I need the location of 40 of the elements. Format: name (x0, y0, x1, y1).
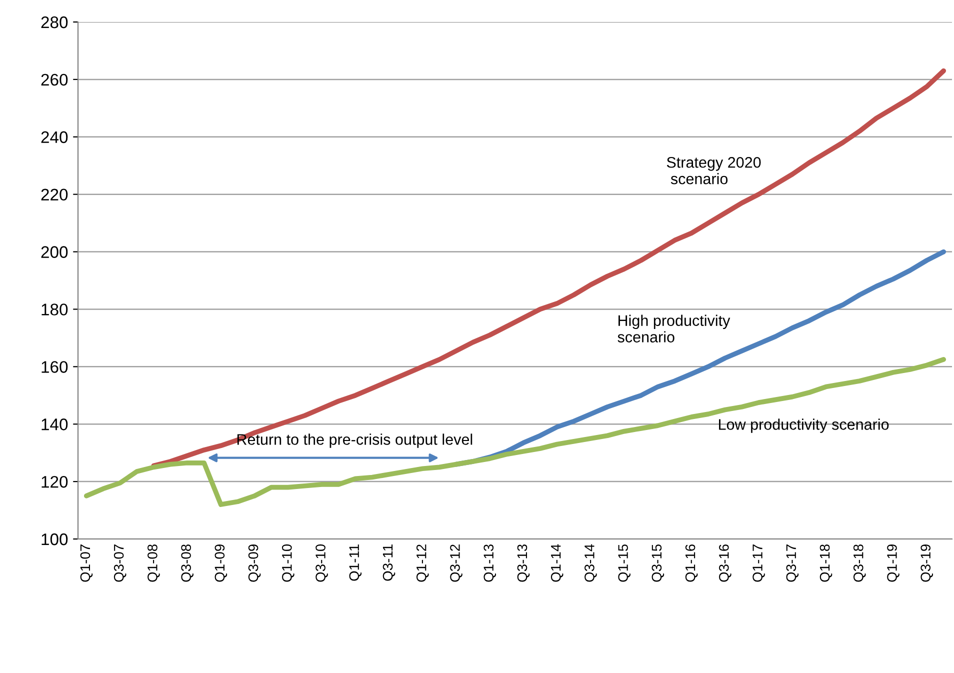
line-series (84, 357, 946, 507)
x-tick-label: Q3-17 (786, 544, 799, 582)
y-tick-label: 180 (42, 304, 68, 316)
x-tick-label: Q3-16 (718, 544, 732, 582)
y-tick-label: 220 (41, 188, 68, 201)
y-tick-label: 240 (41, 131, 68, 144)
y-tick-label: 140 (42, 418, 68, 430)
x-tick-label: Q1-19 (887, 544, 900, 582)
x-tick-label: Q3-19 (920, 544, 934, 582)
x-tick-label: Q3-15 (652, 544, 664, 582)
x-tick-label: Q1-13 (484, 544, 496, 582)
series-label: Low productivity scenario (719, 418, 889, 433)
x-tick-label: Q3-08 (181, 544, 194, 582)
x-tick-label: Q1-09 (214, 544, 228, 582)
y-tick-label: 100 (42, 533, 68, 546)
x-tick-label: Q1-08 (148, 544, 160, 582)
x-tick-label: Q3-07 (114, 544, 126, 582)
x-tick-label: Q1-10 (282, 544, 294, 582)
y-tick-label: 160 (42, 361, 68, 373)
x-tick-label: Q1-17 (752, 544, 765, 582)
x-tick-label: Q3-10 (316, 544, 328, 582)
x-tick-label: Q1-18 (820, 544, 832, 582)
x-tick-label: Q3-11 (382, 544, 396, 581)
x-tick-label: Q3-18 (853, 544, 866, 582)
x-tick-label: Q3-14 (584, 544, 597, 582)
x-tick-label: Q1-14 (550, 544, 564, 582)
x-tick-label: Q1-16 (685, 544, 698, 582)
x-tick-label: Q1-11 (349, 544, 362, 581)
x-tick-label: Q3-12 (450, 544, 462, 582)
series-label: High productivity scenario (618, 314, 730, 342)
x-tick-label: Q3-09 (248, 544, 261, 582)
x-tick-label: Q1-07 (80, 544, 93, 582)
y-tick-label: 280 (41, 16, 68, 28)
y-tick-label: 120 (42, 476, 68, 488)
x-tick-label: Q1-12 (416, 544, 429, 582)
x-tick-label: Q3-13 (517, 544, 530, 582)
series-label: Strategy 2020 scenario (666, 156, 761, 184)
x-tick-label: Q1-15 (618, 544, 630, 582)
y-tick-label: 200 (41, 246, 68, 258)
y-tick-label: 260 (41, 74, 68, 86)
